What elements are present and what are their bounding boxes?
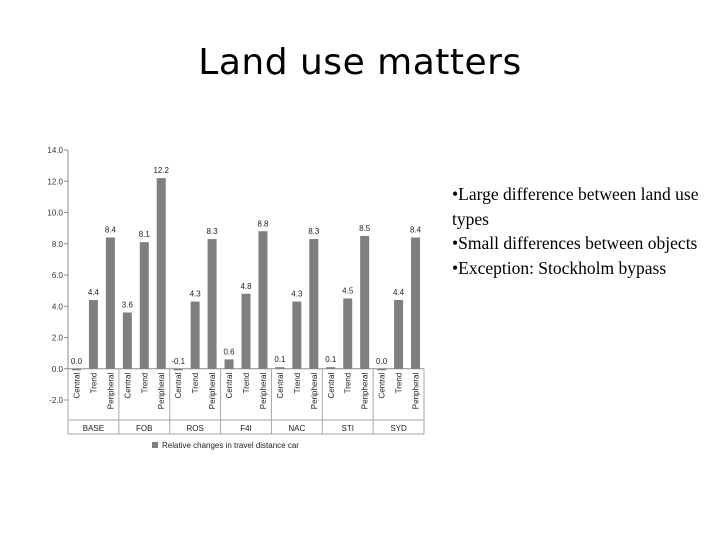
data-label: 3.6: [122, 301, 134, 310]
bullet-item: •Small differences between objects: [452, 233, 698, 253]
data-label: 8.3: [308, 227, 320, 236]
category-label: Trend: [293, 373, 302, 394]
category-label: Trend: [344, 373, 353, 394]
group-label: BASE: [83, 424, 104, 433]
data-label: 8.8: [257, 219, 269, 228]
bar: [190, 301, 200, 369]
category-label: Trend: [395, 373, 404, 394]
bullet-item: •Large difference between land use types: [452, 184, 699, 229]
bullet-list: •Large difference between land use types…: [452, 182, 714, 280]
data-label: 4.8: [240, 282, 252, 291]
category-label: Trend: [140, 373, 149, 394]
bar: [173, 368, 183, 371]
data-label: 4.4: [393, 288, 405, 297]
category-label: Central: [225, 373, 234, 399]
slide-title: Land use matters: [198, 42, 522, 83]
category-label: Central: [174, 373, 183, 399]
data-label: 8.5: [359, 224, 371, 233]
category-label: Central: [378, 373, 387, 399]
data-label: -0.1: [171, 357, 185, 366]
bar: [394, 300, 404, 369]
data-label: 4.3: [291, 290, 303, 299]
data-label: 0.1: [274, 355, 286, 364]
y-tick-label: 8.0: [52, 240, 64, 249]
group-label: FOB: [136, 424, 152, 433]
data-label: 8.1: [139, 230, 151, 239]
group-label: ROS: [186, 424, 203, 433]
data-label: 8.3: [207, 227, 219, 236]
bar: [411, 237, 421, 369]
bar: [139, 242, 149, 369]
category-label: Trend: [242, 373, 251, 394]
bar: [360, 235, 370, 369]
category-label: Peripheral: [361, 373, 370, 410]
bar: [377, 368, 387, 371]
y-tick-label: 14.0: [47, 146, 63, 155]
data-label: 4.3: [190, 290, 202, 299]
data-label: 4.4: [88, 288, 100, 297]
bar: [343, 298, 353, 369]
bar: [292, 301, 302, 369]
group-label: NAC: [288, 424, 305, 433]
y-tick-label: -2.0: [49, 396, 63, 405]
data-label: 0.0: [376, 357, 388, 366]
category-label: Central: [327, 373, 336, 399]
legend-label: Relative changes in travel distance car: [162, 441, 299, 450]
data-label: 8.4: [105, 226, 117, 235]
bar: [122, 312, 132, 369]
y-tick-label: 12.0: [47, 177, 63, 186]
category-label: Peripheral: [208, 373, 217, 410]
bar: [207, 239, 217, 369]
category-label: Peripheral: [259, 373, 268, 410]
bar: [326, 367, 336, 369]
bar: [88, 300, 98, 369]
data-label: 0.0: [71, 357, 83, 366]
category-label: Peripheral: [157, 373, 166, 410]
y-tick-label: 10.0: [47, 209, 63, 218]
data-label: 0.1: [325, 355, 337, 364]
bar: [309, 239, 319, 369]
bar: [241, 293, 251, 369]
legend-swatch: [152, 442, 158, 448]
y-tick-label: 2.0: [52, 334, 64, 343]
category-label: Trend: [89, 373, 98, 394]
data-label: 12.2: [153, 166, 169, 175]
data-label: 0.6: [223, 347, 235, 356]
category-label: Central: [72, 373, 81, 399]
y-tick-label: 0.0: [52, 365, 64, 374]
y-tick-label: 4.0: [52, 302, 64, 311]
bar: [258, 231, 268, 369]
category-label: Central: [123, 373, 132, 399]
bar: [224, 359, 234, 369]
group-label: SYD: [390, 424, 407, 433]
data-label: 4.5: [342, 286, 354, 295]
category-label: Trend: [191, 373, 200, 394]
category-label: Peripheral: [310, 373, 319, 410]
bar: [105, 237, 115, 369]
bar: [156, 178, 166, 369]
bar: [275, 367, 285, 369]
category-label: Central: [276, 373, 285, 399]
bullet-item: •Exception: Stockholm bypass: [452, 257, 667, 278]
data-label: 8.4: [410, 226, 422, 235]
group-label: STI: [341, 424, 353, 433]
bar: [71, 368, 81, 371]
category-label: Peripheral: [106, 373, 115, 410]
y-tick-label: 6.0: [52, 271, 64, 280]
group-label: F4I: [240, 424, 252, 433]
category-label: Peripheral: [412, 373, 421, 410]
